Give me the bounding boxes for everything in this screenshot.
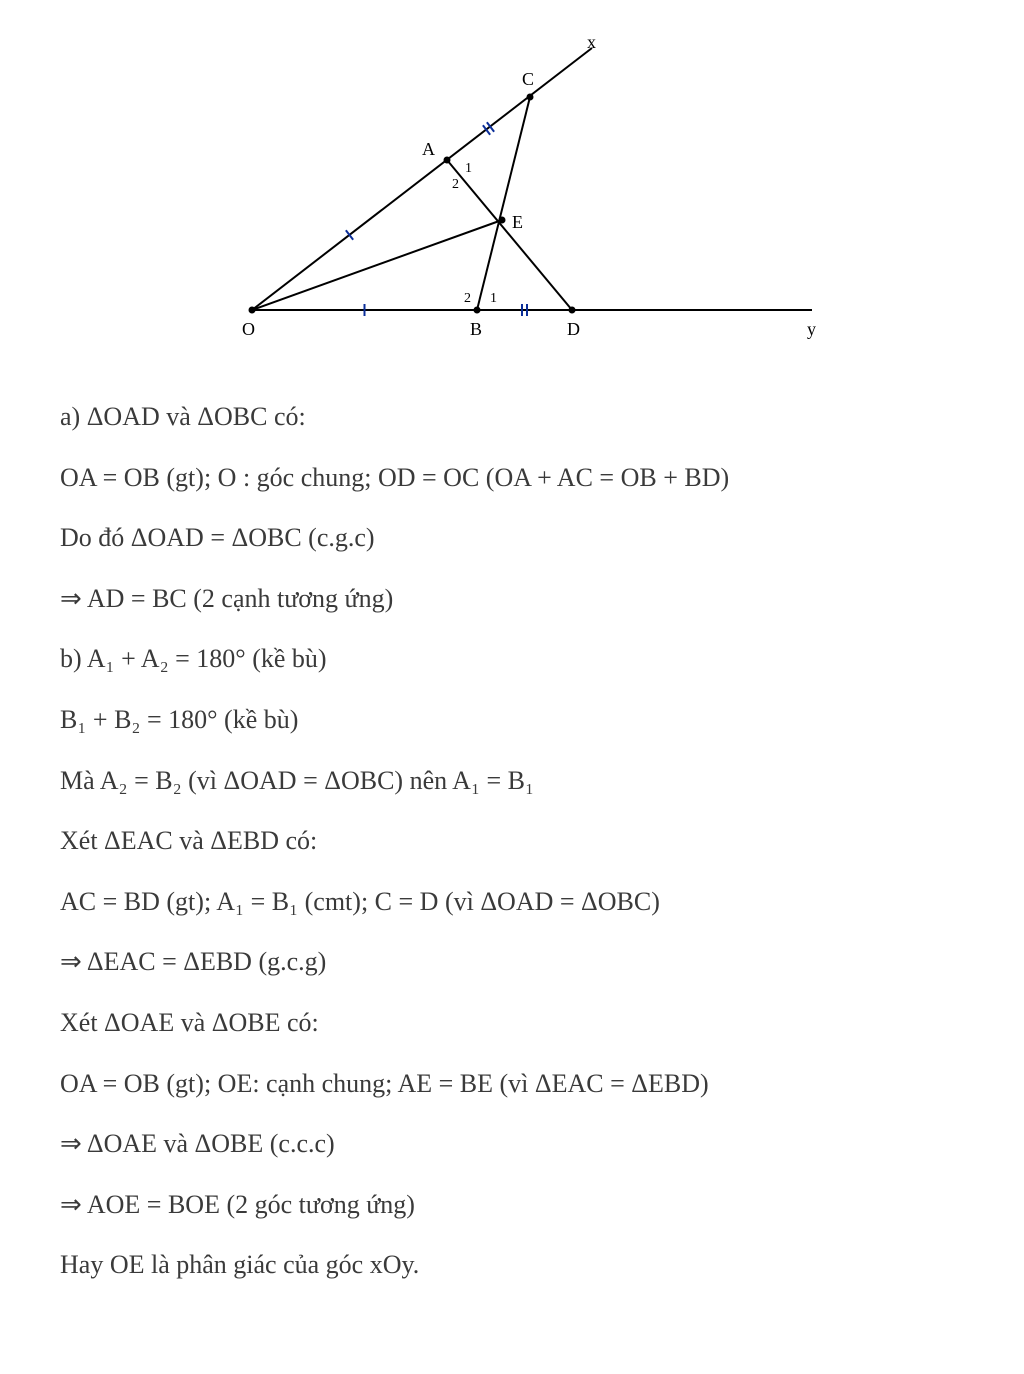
proof-line: ⇒ ΔEAC = ΔEBD (g.c.g) bbox=[60, 935, 964, 990]
svg-text:O: O bbox=[242, 319, 255, 339]
svg-text:C: C bbox=[522, 69, 534, 89]
proof-line: ⇒ AOE = BOE (2 góc tương ứng) bbox=[60, 1178, 964, 1233]
proof-line: b) A₁ + A₂ = 180° (kề bù) bbox=[60, 632, 964, 687]
svg-text:y: y bbox=[807, 319, 816, 339]
svg-text:1: 1 bbox=[490, 291, 497, 306]
geometry-diagram: OBDyACxE1212 bbox=[192, 30, 832, 350]
proof-line: Do đó ΔOAD = ΔOBC (c.g.c) bbox=[60, 511, 964, 566]
proof-line: ⇒ ΔOAE và ΔOBE (c.c.c) bbox=[60, 1117, 964, 1172]
proof-line: B₁ + B₂ = 180° (kề bù) bbox=[60, 693, 964, 748]
proof-line: Mà A₂ = B₂ (vì ΔOAD = ΔOBC) nên A₁ = B₁ bbox=[60, 754, 964, 809]
proof-line: a) ΔOAD và ΔOBC có: bbox=[60, 390, 964, 445]
svg-text:2: 2 bbox=[452, 177, 459, 192]
diagram-container: OBDyACxE1212 bbox=[60, 30, 964, 350]
proof-line: ⇒ AD = BC (2 cạnh tương ứng) bbox=[60, 572, 964, 627]
proof-text: a) ΔOAD và ΔOBC có: OA = OB (gt); O : góc… bbox=[60, 390, 964, 1293]
svg-text:2: 2 bbox=[464, 291, 471, 306]
proof-line: Xét ΔEAC và ΔEBD có: bbox=[60, 814, 964, 869]
svg-text:1: 1 bbox=[465, 161, 472, 176]
svg-text:x: x bbox=[587, 32, 596, 52]
svg-text:A: A bbox=[422, 139, 435, 159]
svg-text:D: D bbox=[567, 319, 580, 339]
svg-text:E: E bbox=[512, 212, 523, 232]
proof-line: OA = OB (gt); OE: cạnh chung; AE = BE (v… bbox=[60, 1057, 964, 1112]
proof-line: OA = OB (gt); O : góc chung; OD = OC (OA… bbox=[60, 451, 964, 506]
proof-line: Hay OE là phân giác của góc xOy. bbox=[60, 1238, 964, 1293]
proof-line: AC = BD (gt); A₁ = B₁ (cmt); C = D (vì Δ… bbox=[60, 875, 964, 930]
proof-line: Xét ΔOAE và ΔOBE có: bbox=[60, 996, 964, 1051]
page: OBDyACxE1212 a) ΔOAD và ΔOBC có:OA = OB … bbox=[0, 0, 1024, 1359]
svg-text:B: B bbox=[470, 319, 482, 339]
